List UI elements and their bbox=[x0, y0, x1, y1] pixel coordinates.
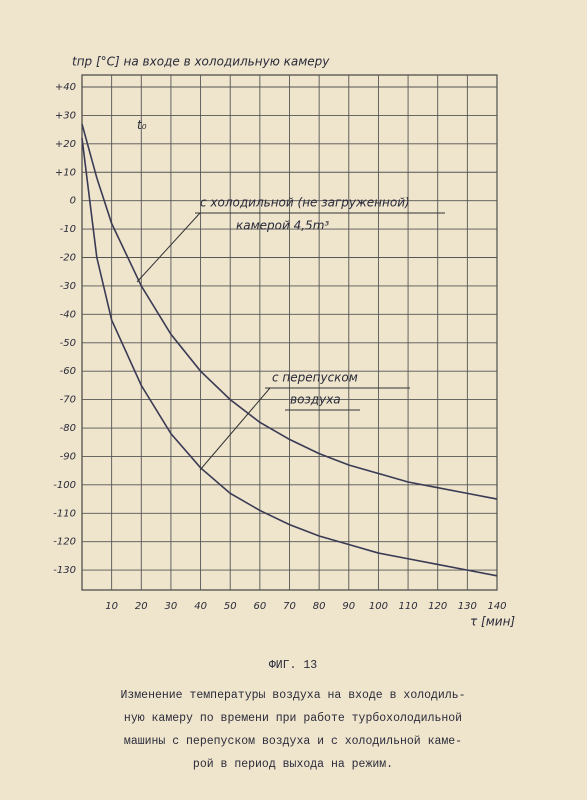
x-tick-label: 10 bbox=[105, 601, 118, 612]
y-tick-label: -70 bbox=[60, 395, 76, 406]
y-tick-label: -30 bbox=[60, 281, 76, 292]
line-series bbox=[81, 123, 498, 500]
x-tick-label: 40 bbox=[194, 601, 207, 612]
curve-annotation: с перепуском bbox=[272, 371, 358, 385]
y-tick-label: -40 bbox=[60, 309, 76, 320]
caption-line: Изменение температуры воздуха на входе в… bbox=[120, 689, 465, 702]
curve-annotation: камерой 4,5m³ bbox=[236, 219, 329, 233]
y-axis-label: tпр [°C] на входе в холодильную камеру bbox=[72, 55, 330, 69]
caption-line: рой в период выхода на режим. bbox=[193, 758, 393, 771]
y-tick-label: +10 bbox=[55, 167, 76, 178]
x-tick-label: 90 bbox=[342, 601, 355, 612]
y-tick-label: -20 bbox=[60, 253, 76, 264]
y-tick-label: +20 bbox=[55, 139, 76, 150]
y-tick-label: -130 bbox=[53, 565, 76, 576]
y-tick-label: -120 bbox=[53, 537, 76, 548]
curve-annotation: с холодильной (не загруженной) bbox=[200, 196, 410, 210]
y-tick-label: 0 bbox=[70, 196, 76, 207]
figure-label: ФИГ. 13 bbox=[269, 659, 317, 672]
caption-line: ную камеру по времени при работе турбохо… bbox=[124, 712, 462, 725]
curve-annotation: воздуха bbox=[290, 393, 341, 407]
x-tick-label: 80 bbox=[313, 601, 326, 612]
x-tick-label: 140 bbox=[487, 601, 506, 612]
y-tick-label: +40 bbox=[55, 82, 76, 93]
caption-line: машины с перепуском воздуха и с холодиль… bbox=[124, 735, 462, 748]
x-tick-label: 110 bbox=[399, 601, 418, 612]
x-tick-label: 130 bbox=[458, 601, 477, 612]
x-tick-label: 70 bbox=[283, 601, 296, 612]
leader-line bbox=[136, 212, 201, 283]
line-series bbox=[81, 138, 498, 577]
x-tick-label: 100 bbox=[369, 601, 388, 612]
y-tick-label: -90 bbox=[60, 451, 76, 462]
y-tick-label: +30 bbox=[55, 110, 76, 121]
x-tick-label: 60 bbox=[253, 601, 266, 612]
y-tick-label: -100 bbox=[53, 480, 76, 491]
x-tick-label: 120 bbox=[428, 601, 447, 612]
leader-line bbox=[199, 387, 271, 471]
x-axis-label: τ [мин] bbox=[470, 615, 515, 629]
x-tick-label: 50 bbox=[224, 601, 237, 612]
y-tick-label: -110 bbox=[53, 508, 76, 519]
y-tick-label: -60 bbox=[60, 366, 76, 377]
x-tick-label: 20 bbox=[135, 601, 148, 612]
y-marker: t₀ bbox=[137, 118, 147, 132]
y-tick-label: -10 bbox=[60, 224, 76, 235]
x-tick-label: 30 bbox=[165, 601, 178, 612]
y-tick-label: -80 bbox=[60, 423, 76, 434]
y-tick-label: -50 bbox=[60, 338, 76, 349]
